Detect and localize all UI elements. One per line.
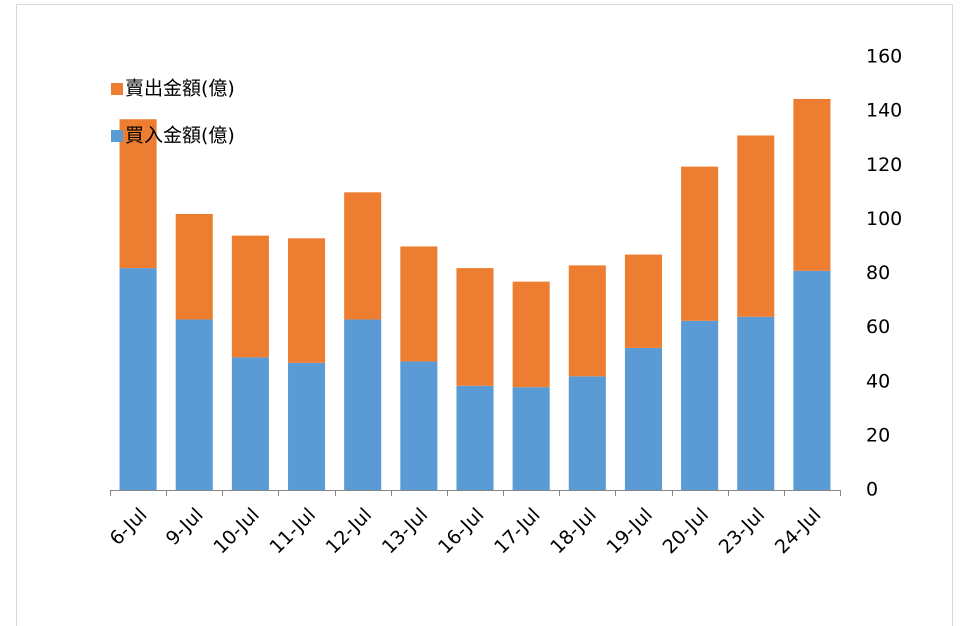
y-tick-label: 80 [866, 262, 890, 284]
bar-segment [231, 357, 269, 490]
legend-swatch [111, 130, 123, 142]
bar-segment [400, 246, 438, 362]
bar-segment [681, 320, 719, 490]
bar-segment [231, 235, 269, 358]
y-tick-label: 160 [866, 46, 902, 68]
bar-segment [344, 319, 382, 490]
bar-segment [624, 254, 662, 348]
bar-segment [119, 268, 157, 490]
y-tick-label: 20 [866, 424, 890, 446]
bar-segment [175, 319, 213, 490]
bar-segment [119, 119, 157, 269]
bar-segment [793, 98, 831, 271]
legend-swatch [111, 83, 123, 95]
y-tick-label: 60 [866, 316, 890, 338]
bar-segment [456, 385, 494, 490]
bar-segment [400, 361, 438, 490]
legend-label: 買入金額(億) [125, 125, 235, 147]
bar-segment [175, 213, 213, 320]
y-tick-label: 100 [866, 208, 902, 230]
bar-segment [624, 347, 662, 490]
legend-label: 賣出金額(億) [125, 78, 235, 100]
bar-segment [737, 316, 775, 490]
bar-segment [568, 376, 606, 490]
bar-segment [793, 270, 831, 490]
bar-segment [288, 238, 326, 363]
bar-segment [288, 362, 326, 490]
bar-segment [512, 281, 550, 388]
bar-segment [737, 135, 775, 317]
y-tick-label: 0 [866, 479, 878, 501]
y-tick-label: 40 [866, 370, 890, 392]
bar-segment [344, 192, 382, 320]
y-tick-label: 140 [866, 100, 902, 122]
bar-segment [681, 166, 719, 321]
bar-segment [456, 268, 494, 386]
bar-segment [568, 265, 606, 377]
y-tick-label: 120 [866, 154, 902, 176]
bar-segment [512, 387, 550, 490]
